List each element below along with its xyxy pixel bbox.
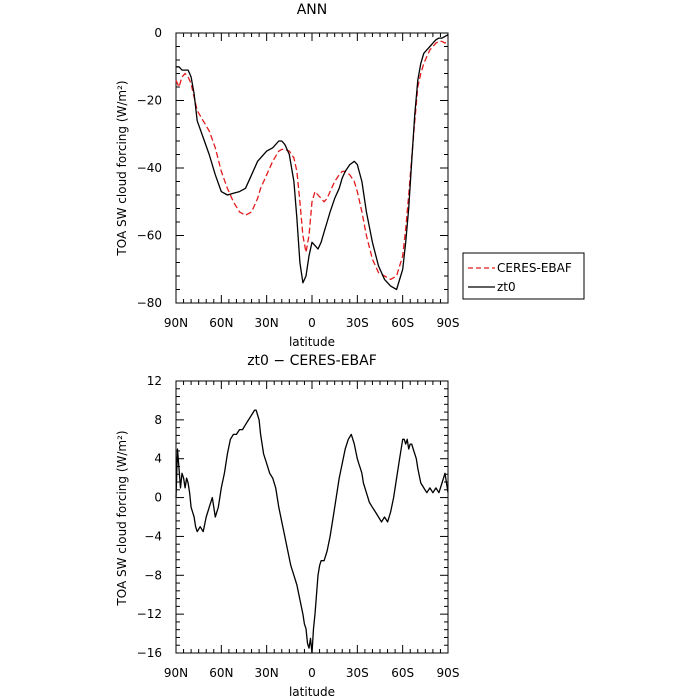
- x-tick-label: 0: [308, 666, 316, 680]
- y-tick-label: 4: [154, 452, 162, 466]
- y-tick-label: −12: [137, 607, 162, 621]
- y-tick-label: 8: [154, 413, 162, 427]
- bottom-plot-frame: [175, 380, 449, 654]
- x-tick-label: 0: [308, 316, 316, 330]
- top-chart-title: ANN: [297, 2, 328, 18]
- y-tick-label: 12: [147, 374, 162, 388]
- y-tick-label: −80: [137, 296, 162, 310]
- legend-label-zt0: zt0: [497, 280, 516, 294]
- top-series-line-1: [176, 34, 449, 291]
- top-chart-ylabel: TOA SW cloud forcing (W/m²): [115, 80, 129, 256]
- top-chart: ANN TOA SW cloud forcing (W/m²) latitude…: [115, 2, 585, 349]
- legend-label-ceres-ebaf: CERES-EBAF: [497, 261, 572, 275]
- x-tick-label: 30S: [346, 316, 369, 330]
- bottom-chart: zt0 − CERES-EBAF TOA SW cloud forcing (W…: [115, 353, 459, 699]
- bottom-chart-title: zt0 − CERES-EBAF: [247, 353, 377, 369]
- x-tick-label: 90S: [437, 666, 460, 680]
- bottom-chart-xlabel: latitude: [289, 685, 335, 699]
- y-tick-label: −40: [137, 161, 162, 175]
- y-tick-label: −60: [137, 229, 162, 243]
- top-chart-legend: CERES-EBAF zt0: [462, 252, 585, 300]
- x-tick-label: 30N: [255, 316, 279, 330]
- y-tick-label: −20: [137, 94, 162, 108]
- x-tick-label: 90S: [437, 316, 460, 330]
- y-tick-label: 0: [154, 26, 162, 40]
- top-chart-xlabel: latitude: [289, 335, 335, 349]
- x-tick-label: 90N: [164, 316, 188, 330]
- y-tick-label: −4: [144, 529, 162, 543]
- x-tick-label: 30S: [346, 666, 369, 680]
- y-tick-label: 0: [154, 491, 162, 505]
- x-tick-label: 60S: [391, 316, 414, 330]
- bottom-chart-ylabel: TOA SW cloud forcing (W/m²): [115, 430, 129, 606]
- x-tick-label: 60S: [391, 666, 414, 680]
- x-tick-label: 60N: [209, 316, 233, 330]
- bottom-series-line-0: [175, 409, 449, 654]
- legend-box: [462, 252, 585, 300]
- y-tick-label: −8: [144, 568, 162, 582]
- top-plot-frame: [175, 32, 449, 304]
- x-tick-label: 30N: [255, 666, 279, 680]
- x-tick-label: 60N: [209, 666, 233, 680]
- x-tick-label: 90N: [164, 666, 188, 680]
- y-tick-label: −16: [137, 646, 162, 660]
